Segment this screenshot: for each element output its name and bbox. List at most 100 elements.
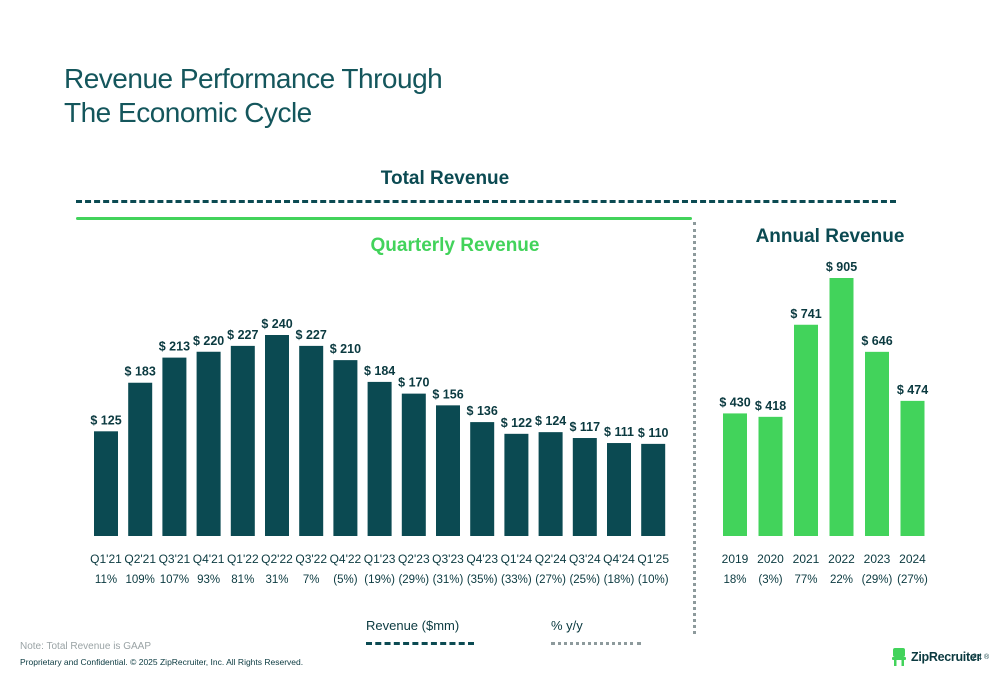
quarterly-yoy-label-15: (18%) — [604, 574, 635, 586]
quarterly-value-label-4: $ 227 — [227, 328, 258, 342]
quarterly-yoy-label-1: 109% — [125, 574, 154, 586]
quarterly-value-label-11: $ 136 — [467, 404, 498, 418]
quarterly-yoy-label-14: (25%) — [569, 574, 600, 586]
quarterly-tick-label-14: Q3'24 — [569, 552, 601, 566]
section-title: Total Revenue — [380, 168, 510, 189]
quarterly-bar-10 — [436, 405, 460, 536]
quarterly-yoy-label-13: (27%) — [535, 574, 566, 586]
annual-tick-label-2: 2021 — [793, 552, 820, 566]
quarterly-tick-label-15: Q4'24 — [603, 552, 635, 566]
legend-pct-label: % y/y — [551, 618, 583, 633]
quarterly-tick-label-1: Q2'21 — [124, 552, 156, 566]
annual-yoy-label-1: (3%) — [758, 574, 782, 586]
quarterly-value-label-5: $ 240 — [261, 317, 292, 331]
quarterly-yoy-label-10: (31%) — [433, 574, 464, 586]
quarterly-value-label-14: $ 117 — [570, 420, 601, 434]
annual-value-label-5: $ 474 — [897, 383, 928, 397]
quarterly-value-label-7: $ 210 — [330, 342, 361, 356]
quarterly-chart-title: Quarterly Revenue — [370, 235, 540, 256]
quarterly-value-label-9: $ 170 — [398, 376, 429, 390]
quarterly-bar-4 — [230, 345, 255, 536]
quarterly-yoy-label-2: 107% — [160, 574, 189, 586]
quarterly-value-label-0: $ 125 — [90, 413, 121, 427]
quarterly-bar-14 — [572, 438, 597, 536]
annual-value-label-3: $ 905 — [826, 260, 857, 274]
quarterly-bar-5 — [265, 335, 289, 536]
quarterly-tick-label-9: Q2'23 — [398, 552, 430, 566]
quarterly-yoy-label-6: 7% — [303, 574, 320, 586]
annual-yoy-label-3: 22% — [830, 574, 853, 586]
quarterly-tick-label-6: Q3'22 — [295, 552, 327, 566]
quarterly-value-label-2: $ 213 — [159, 340, 190, 354]
quarterly-yoy-label-5: 31% — [265, 574, 288, 586]
annual-bar-0 — [723, 413, 747, 536]
quarterly-tick-label-13: Q2'24 — [535, 552, 567, 566]
quarterly-value-label-13: $ 124 — [535, 414, 566, 428]
copyright-footer: Proprietary and Confidential. © 2025 Zip… — [20, 657, 304, 667]
quarterly-tick-label-12: Q1'24 — [501, 552, 533, 566]
quarterly-tick-label-16: Q1'25 — [637, 552, 669, 566]
quarterly-bar-7 — [333, 360, 358, 536]
quarterly-bar-3 — [196, 351, 221, 536]
quarterly-bar-13 — [538, 432, 563, 536]
quarterly-bar-6 — [299, 345, 324, 536]
quarterly-value-label-6: $ 227 — [296, 328, 327, 342]
quarterly-bar-16 — [641, 443, 666, 536]
quarterly-bar-0 — [94, 431, 118, 536]
annual-yoy-label-0: 18% — [723, 574, 746, 586]
quarterly-bar-15 — [607, 443, 631, 536]
quarterly-yoy-label-7: (5%) — [333, 574, 357, 586]
annual-tick-label-5: 2024 — [899, 552, 926, 566]
quarterly-yoy-label-3: 93% — [197, 574, 220, 586]
footnote: Note: Total Revenue is GAAP — [20, 641, 151, 652]
quarterly-value-label-15: $ 111 — [604, 425, 634, 439]
annual-bar-5 — [900, 400, 925, 536]
quarterly-yoy-label-4: 81% — [231, 574, 254, 586]
quarterly-value-label-12: $ 122 — [501, 416, 532, 430]
quarterly-tick-label-2: Q3'21 — [159, 552, 191, 566]
legend-revenue-line — [366, 642, 474, 645]
quarterly-solid-divider — [76, 217, 692, 220]
page-title-line-1: Revenue Performance Through — [64, 63, 443, 94]
quarterly-value-label-16: $ 110 — [638, 426, 669, 440]
annual-chart-title: Annual Revenue — [755, 226, 905, 247]
quarterly-yoy-label-8: (19%) — [364, 574, 395, 586]
annual-yoy-label-2: 77% — [794, 574, 817, 586]
chair-logo-icon — [892, 648, 906, 666]
quarterly-bar-9 — [401, 393, 426, 536]
annual-value-label-1: $ 418 — [755, 399, 786, 413]
quarterly-tick-label-7: Q4'22 — [330, 552, 362, 566]
annual-value-label-2: $ 741 — [790, 307, 821, 321]
quarterly-bar-11 — [470, 422, 495, 536]
quarterly-bar-2 — [162, 357, 187, 536]
quarterly-bar-8 — [367, 381, 392, 536]
quarterly-tick-label-4: Q1'22 — [227, 552, 259, 566]
page-title: Revenue Performance Through The Economic… — [64, 62, 443, 130]
annual-bar-4 — [865, 351, 889, 536]
quarterly-tick-label-0: Q1'21 — [90, 552, 122, 566]
annual-yoy-label-4: (29%) — [862, 574, 893, 586]
annual-yoy-label-5: (27%) — [897, 574, 928, 586]
page-title-line-2: The Economic Cycle — [64, 97, 312, 128]
legend-pct-line — [551, 642, 641, 645]
quarterly-tick-label-3: Q4'21 — [193, 552, 225, 566]
annual-tick-label-0: 2019 — [722, 552, 749, 566]
quarterly-bar-1 — [128, 382, 153, 536]
quarterly-yoy-label-12: (33%) — [501, 574, 532, 586]
quarterly-value-label-3: $ 220 — [193, 334, 224, 348]
quarterly-tick-label-11: Q4'23 — [466, 552, 498, 566]
annual-value-label-0: $ 430 — [719, 395, 750, 409]
quarterly-value-label-1: $ 183 — [125, 365, 156, 379]
quarterly-tick-label-5: Q2'22 — [261, 552, 293, 566]
quarterly-value-label-8: $ 184 — [364, 364, 395, 378]
section-dashed-divider — [76, 200, 896, 203]
quarterly-tick-label-10: Q3'23 — [432, 552, 464, 566]
quarterly-yoy-label-9: (29%) — [398, 574, 429, 586]
annual-tick-label-4: 2023 — [864, 552, 891, 566]
vertical-dotted-divider — [693, 222, 696, 634]
quarterly-value-label-10: $ 156 — [432, 387, 463, 401]
quarterly-yoy-label-0: 11% — [95, 574, 117, 586]
logo-registered-mark: ® — [984, 653, 990, 661]
quarterly-yoy-label-11: (35%) — [467, 574, 498, 586]
